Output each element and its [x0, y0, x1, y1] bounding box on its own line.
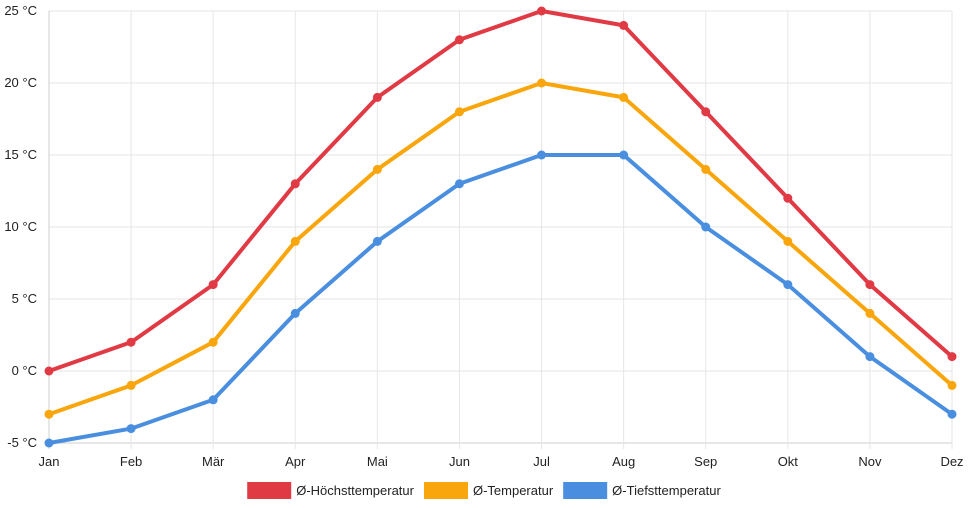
series-1-point[interactable]: [537, 78, 547, 88]
series-0-point[interactable]: [619, 20, 629, 30]
x-tick-label: Aug: [612, 454, 635, 469]
y-tick-label: 10 °C: [4, 219, 37, 234]
series-0-point[interactable]: [783, 193, 793, 203]
series-1-point[interactable]: [865, 308, 875, 318]
series-2-point[interactable]: [537, 150, 547, 160]
grid: [48, 10, 953, 449]
x-tick-label: Sep: [694, 454, 717, 469]
series-1-point[interactable]: [208, 337, 218, 347]
series-2-point[interactable]: [947, 409, 957, 419]
series-line-0: [47, 9, 954, 373]
series-1-point[interactable]: [454, 107, 464, 117]
x-tick-label: Mär: [202, 454, 225, 469]
legend[interactable]: Ø-Höchsttemperatur Ø-Temperatur Ø-Tiefstte…: [247, 482, 721, 499]
series-0-point[interactable]: [290, 179, 300, 189]
x-tick-label: Jan: [39, 454, 60, 469]
y-tick-label: 20 °C: [4, 75, 37, 90]
x-tick-label: Dez: [940, 454, 963, 469]
series-0-point[interactable]: [372, 92, 382, 102]
x-tick-label: Nov: [858, 454, 882, 469]
x-tick-label: Feb: [120, 454, 142, 469]
legend-label: Ø-Temperatur: [473, 483, 554, 498]
series-1-point[interactable]: [372, 164, 382, 174]
series-0-point[interactable]: [537, 6, 547, 16]
series-2-point[interactable]: [619, 150, 629, 160]
legend-label: Ø-Tiefsttemperatur: [612, 483, 721, 498]
series-lines: [44, 6, 957, 448]
series-1-point[interactable]: [783, 236, 793, 246]
series-0-point[interactable]: [208, 280, 218, 290]
legend-swatch: [423, 482, 468, 499]
y-tick-label: 0 °C: [12, 363, 37, 378]
x-tick-label: Mai: [367, 454, 388, 469]
legend-label: Ø-Höchsttemperatur: [296, 483, 414, 498]
series-2-point[interactable]: [126, 424, 136, 434]
x-tick-label: Apr: [285, 454, 306, 469]
series-2-point[interactable]: [208, 395, 218, 405]
series-1-point[interactable]: [947, 380, 957, 390]
series-1-point[interactable]: [126, 380, 136, 390]
x-tick-label: Okt: [778, 454, 799, 469]
series-2-point[interactable]: [454, 179, 464, 189]
series-2-point[interactable]: [44, 438, 54, 448]
x-axis-ticks: Jan Feb Mär Apr Mai Jun Jul Aug Sep Okt Nov Dez: [39, 454, 964, 469]
series-2-point[interactable]: [701, 222, 711, 232]
legend-item-1[interactable]: Ø-Temperatur: [423, 482, 554, 499]
series-1-point[interactable]: [619, 92, 629, 102]
x-tick-label: Jun: [449, 454, 470, 469]
series-1-point[interactable]: [701, 164, 711, 174]
series-0-point[interactable]: [865, 280, 875, 290]
series-0-point[interactable]: [454, 35, 464, 45]
series-0-point[interactable]: [44, 366, 54, 376]
series-line-2: [47, 153, 954, 445]
series-0-point[interactable]: [947, 352, 957, 362]
y-tick-label: 25 °C: [4, 3, 37, 18]
series-2-point[interactable]: [372, 236, 382, 246]
y-axis-ticks: -5 °C 0 °C 5 °C 10 °C 15 °C 20 °C 25 °C: [4, 3, 37, 450]
series-0-point[interactable]: [701, 107, 711, 117]
series-2-point[interactable]: [783, 280, 793, 290]
legend-swatch: [247, 482, 292, 499]
series-1-point[interactable]: [44, 409, 54, 419]
y-tick-label: -5 °C: [7, 435, 37, 450]
x-tick-label: Jul: [533, 454, 550, 469]
legend-swatch: [563, 482, 608, 499]
legend-item-0[interactable]: Ø-Höchsttemperatur: [247, 482, 415, 499]
series-1-point[interactable]: [290, 236, 300, 246]
legend-item-2[interactable]: Ø-Tiefsttemperatur: [563, 482, 721, 499]
series-line-1: [47, 81, 954, 417]
y-tick-label: 5 °C: [12, 291, 37, 306]
y-tick-label: 15 °C: [4, 147, 37, 162]
series-2-point[interactable]: [865, 352, 875, 362]
series-2-point[interactable]: [290, 308, 300, 318]
series-0-point[interactable]: [126, 337, 136, 347]
